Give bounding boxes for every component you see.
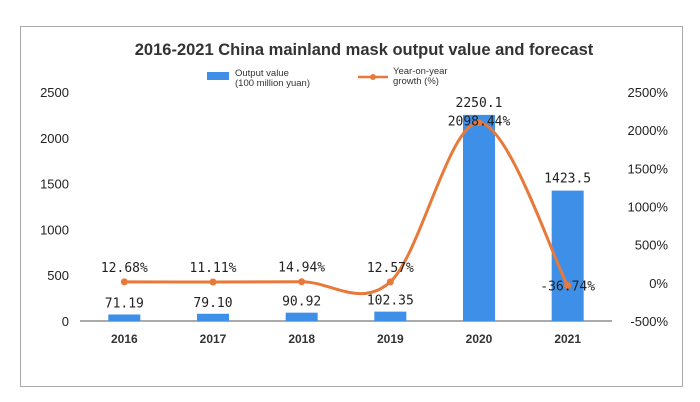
y-left-tick-label: 0 [62, 314, 69, 329]
bar-value-label: 79.10 [193, 296, 232, 311]
growth-point-2019 [386, 278, 394, 286]
chart-title: 2016-2021 China mainland mask output val… [135, 41, 594, 59]
y-left-tick-label: 500 [47, 268, 69, 283]
growth-value-label: -36.74% [540, 280, 595, 295]
y-right-tick-label: 2500% [628, 85, 669, 100]
bar-value-label: 90.92 [282, 295, 321, 310]
legend-line-label-line1: Year-on-year [393, 66, 448, 77]
legend-bar-label-line1: Output value [235, 68, 289, 79]
x-tick-label: 2017 [200, 332, 227, 346]
growth-point-2016 [120, 278, 128, 286]
bars [108, 114, 584, 321]
growth-value-label: 11.11% [190, 261, 237, 276]
growth-value-label: 12.57% [367, 261, 414, 276]
growth-value-label: 14.94% [278, 261, 325, 276]
bar-2021 [551, 190, 584, 321]
y-left-tick-label: 1000 [40, 222, 69, 237]
bar-2016 [108, 314, 141, 321]
y-left-tick-label: 2500 [40, 85, 69, 100]
chart-frame [20, 26, 683, 387]
bar-2019 [374, 311, 407, 321]
bar-2018 [285, 312, 318, 321]
growth-point-2017 [209, 278, 217, 286]
legend-bar-label-line2: (100 million yuan) [235, 78, 310, 89]
y-right-tick-label: 1000% [628, 200, 669, 215]
y-left-tick-label: 2000 [40, 131, 69, 146]
axes: 0 500 1000 1500 2000 2500 -500% 0% 500% 1000% 1500… [40, 85, 668, 346]
bar-value-label: 102.35 [367, 294, 414, 309]
bar-value-label: 2250.1 [456, 96, 503, 111]
y-right-tick-label: 1500% [628, 161, 669, 176]
x-tick-label: 2018 [288, 332, 315, 346]
bar-2020 [463, 114, 495, 321]
x-tick-label: 2019 [377, 332, 404, 346]
x-tick-label: 2016 [111, 332, 138, 346]
legend-line-label: Year-on-year growth (%) [393, 66, 450, 87]
legend-bar-label: Output value (100 million yuan) [235, 68, 310, 89]
growth-point-2020 [475, 119, 483, 127]
y-left-tick-label: 1500 [40, 177, 69, 192]
data-labels: 71.19 79.10 90.92 102.35 2250.1 1423.5 12.68% 1… [101, 96, 595, 312]
growth-value-label: 12.68% [101, 261, 148, 276]
growth-point-2021 [564, 282, 572, 290]
bar-2017 [197, 313, 229, 321]
y-right-tick-label: 2000% [628, 123, 669, 138]
bar-value-label: 1423.5 [544, 172, 591, 187]
legend-line-marker [370, 74, 376, 80]
y-right-tick-label: 500% [635, 238, 669, 253]
x-tick-label: 2020 [466, 332, 493, 346]
growth-point-2018 [298, 278, 306, 286]
x-tick-label: 2021 [554, 332, 581, 346]
growth-value-label: 2098.44% [448, 115, 511, 130]
legend: Output value (100 million yuan) Year-on-… [207, 66, 450, 89]
legend-line-label-line2: growth (%) [393, 76, 439, 87]
bar-value-label: 71.19 [105, 296, 144, 311]
y-right-tick-label: -500% [630, 314, 668, 329]
growth-line [120, 119, 572, 296]
y-right-tick-label: 0% [649, 276, 668, 291]
legend-bar-swatch [207, 72, 229, 80]
